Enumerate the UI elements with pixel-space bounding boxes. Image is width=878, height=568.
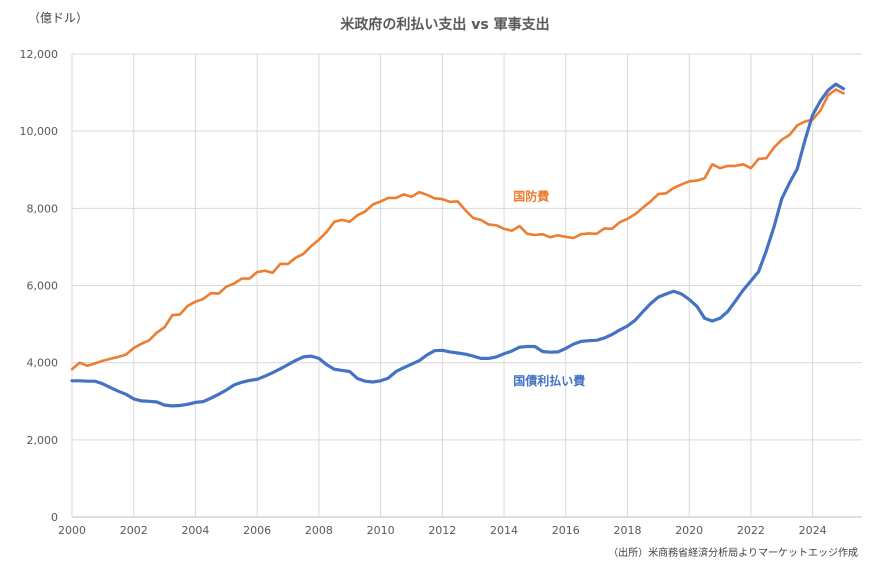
series-label-1: 国防費 — [513, 189, 549, 204]
x-tick-label: 2018 — [613, 524, 641, 537]
y-tick-label: 6,000 — [27, 280, 59, 293]
series-line-2 — [70, 82, 846, 408]
x-tick-label: 2010 — [367, 524, 395, 537]
series-line-1 — [70, 88, 845, 371]
x-tick-label: 2008 — [305, 524, 333, 537]
y-unit-label: （億ドル） — [28, 11, 88, 25]
x-tick-label: 2014 — [490, 524, 518, 537]
y-tick-label: 8,000 — [27, 202, 59, 215]
x-tick-label: 2022 — [737, 524, 765, 537]
x-axis-ticks: 2000 2002 2004 2006 2008 2010 2012 2014 2016 2018… — [58, 524, 827, 537]
y-tick-label: 2,000 — [27, 434, 59, 447]
x-tick-label: 2020 — [675, 524, 703, 537]
x-tick-label: 2024 — [799, 524, 827, 537]
x-tick-label: 2006 — [243, 524, 271, 537]
gridlines — [71, 53, 862, 518]
x-tick-label: 2012 — [428, 524, 456, 537]
chart-title: 米政府の利払い支出 vs 軍事支出 — [340, 16, 549, 33]
y-axis-ticks: 0 2,000 4,000 6,000 8,000 10,000 12,000 — [20, 48, 59, 524]
series-lines — [70, 82, 846, 408]
x-tick-label: 2016 — [552, 524, 580, 537]
x-tick-label: 2004 — [181, 524, 209, 537]
series-label-2: 国債利払い費 — [513, 373, 585, 388]
y-tick-label: 12,000 — [20, 48, 59, 61]
y-tick-label: 4,000 — [27, 357, 59, 370]
y-tick-label: 10,000 — [20, 125, 59, 138]
source-note: （出所）米商務省経済分析局よりマーケットエッジ作成 — [608, 546, 858, 559]
y-tick-label: 0 — [51, 511, 58, 524]
x-tick-label: 2002 — [120, 524, 148, 537]
x-tick-label: 2000 — [58, 524, 86, 537]
